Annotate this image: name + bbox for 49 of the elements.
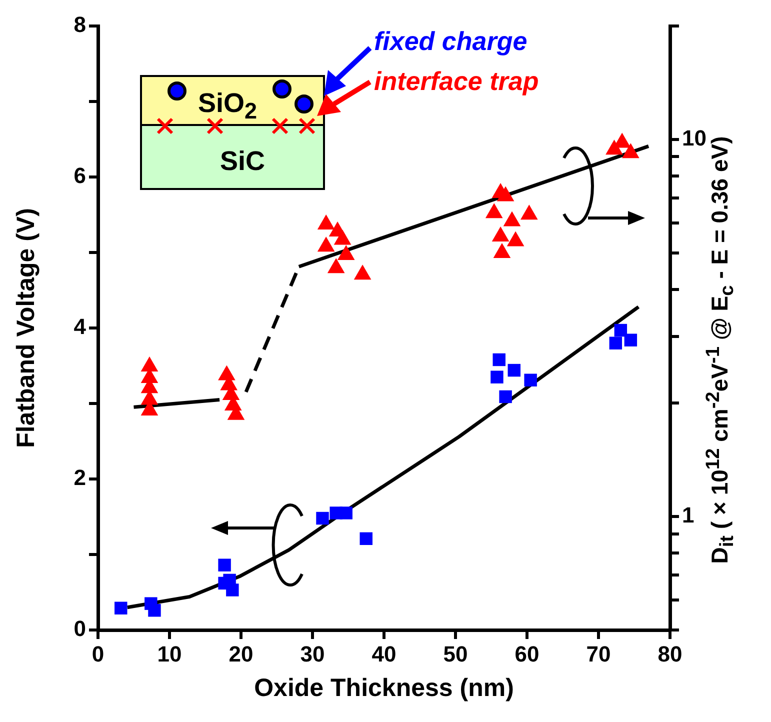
annotation: fixed charge <box>374 26 528 57</box>
x-tick-label: 70 <box>586 641 611 666</box>
point <box>609 336 622 350</box>
point <box>508 364 520 377</box>
x-tick-label: 80 <box>658 641 682 666</box>
point <box>317 236 335 252</box>
x-tick-label: 40 <box>372 641 396 666</box>
y-tick-label: 8 <box>74 12 86 38</box>
point <box>506 231 524 246</box>
x-tick-label: 20 <box>228 641 254 666</box>
point <box>524 374 537 386</box>
point <box>490 370 504 384</box>
point <box>316 512 329 525</box>
point <box>334 230 352 245</box>
point <box>340 506 352 520</box>
point <box>148 604 161 617</box>
point <box>327 258 345 274</box>
x-tick-label: 50 <box>443 641 468 666</box>
point <box>614 324 628 337</box>
point <box>624 334 638 346</box>
point <box>485 203 503 218</box>
point <box>354 264 372 280</box>
y-tick-label: 0 <box>74 616 86 642</box>
point <box>503 211 521 226</box>
y-tick-label: 4 <box>74 314 87 340</box>
annotation: interface trap <box>374 66 539 97</box>
point <box>622 143 640 158</box>
y-tick-label: 2 <box>74 465 86 490</box>
point <box>337 244 355 260</box>
point <box>218 558 231 572</box>
point <box>606 140 623 155</box>
point <box>493 242 511 258</box>
x-axis-title: Oxide Thickness (nm) <box>254 674 514 702</box>
y-tick-label: 6 <box>74 163 86 188</box>
x-tick-label: 10 <box>157 641 182 666</box>
x-tick-label: 30 <box>300 641 325 666</box>
point <box>496 186 514 202</box>
point <box>140 356 158 372</box>
y2-tick-label: 1 <box>682 502 694 528</box>
point <box>114 602 128 614</box>
point <box>499 390 512 404</box>
point <box>360 532 372 546</box>
point <box>492 353 506 366</box>
point <box>520 204 538 220</box>
y-axis-title: Flatband Voltage (V) <box>12 208 40 448</box>
point <box>317 214 335 230</box>
x-tick-label: 0 <box>92 641 104 666</box>
x-tick-label: 60 <box>514 641 540 666</box>
point <box>492 226 510 242</box>
